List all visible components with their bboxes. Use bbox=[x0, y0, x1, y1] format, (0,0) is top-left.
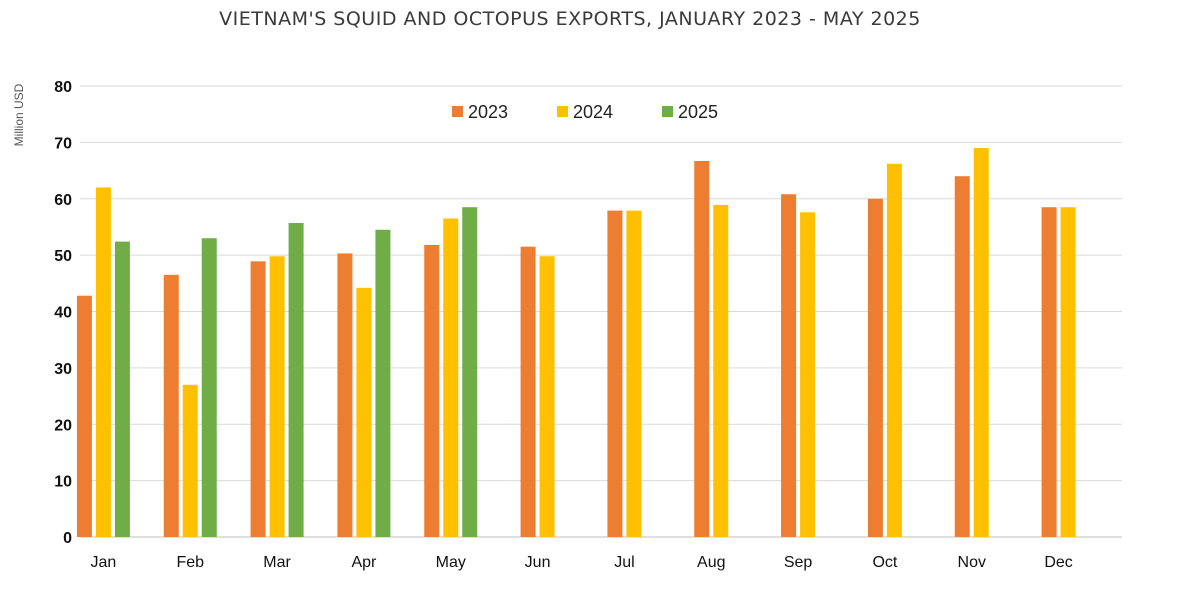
bar-jan-2023 bbox=[76, 295, 92, 537]
x-tick-label: Jul bbox=[614, 554, 634, 571]
bar-jan-2025 bbox=[114, 241, 130, 537]
y-tick-label: 30 bbox=[54, 361, 72, 378]
y-tick-label: 0 bbox=[63, 530, 72, 547]
bar-feb-2025 bbox=[201, 238, 217, 537]
y-tick-label: 60 bbox=[54, 192, 72, 209]
y-tick-label: 10 bbox=[54, 474, 72, 491]
y-tick-label: 50 bbox=[54, 248, 72, 265]
bar-oct-2024 bbox=[886, 163, 902, 538]
legend-label-2024: 2024 bbox=[573, 102, 613, 122]
x-tick-label: Apr bbox=[351, 554, 377, 571]
bar-jan-2024 bbox=[95, 187, 111, 537]
legend-swatch-2025 bbox=[662, 106, 673, 117]
x-tick-label: Nov bbox=[958, 554, 986, 571]
bar-jul-2023 bbox=[607, 210, 623, 537]
bar-aug-2023 bbox=[694, 160, 710, 537]
legend-swatch-2023 bbox=[452, 106, 463, 117]
legend-label-2025: 2025 bbox=[678, 102, 718, 122]
bar-mar-2023 bbox=[250, 261, 266, 537]
bar-apr-2023 bbox=[337, 253, 353, 537]
legend-swatch-2024 bbox=[557, 106, 568, 117]
bar-oct-2023 bbox=[867, 198, 883, 537]
bar-jun-2024 bbox=[539, 256, 555, 537]
y-axis-ticks: 0 10 20 30 40 50 60 70 80 bbox=[54, 79, 72, 547]
y-tick-label: 70 bbox=[54, 135, 72, 152]
chart-title: VIETNAM'S SQUID AND OCTOPUS EXPORTS, JAN… bbox=[219, 8, 921, 30]
x-axis-ticks: Jan Feb Mar Apr May Jun Jul Aug Sep Oct Nov Dec bbox=[91, 554, 1073, 571]
bar-jun-2023 bbox=[520, 246, 536, 537]
bar-feb-2024 bbox=[182, 384, 198, 537]
bar-nov-2024 bbox=[973, 148, 989, 537]
y-tick-label: 40 bbox=[54, 305, 72, 322]
bar-sep-2024 bbox=[800, 212, 816, 537]
bar-aug-2024 bbox=[713, 204, 729, 538]
x-tick-label: Sep bbox=[784, 554, 813, 571]
x-tick-label: Dec bbox=[1044, 554, 1072, 571]
bar-feb-2023 bbox=[163, 274, 179, 537]
legend-label-2023: 2023 bbox=[468, 102, 508, 122]
x-tick-label: Feb bbox=[176, 554, 204, 571]
bar-mar-2024 bbox=[269, 256, 285, 537]
bar-apr-2024 bbox=[356, 287, 372, 537]
bar-mar-2025 bbox=[288, 222, 304, 537]
y-tick-label: 80 bbox=[54, 79, 72, 96]
x-tick-label: Aug bbox=[697, 554, 725, 571]
x-tick-label: Oct bbox=[872, 554, 897, 571]
bar-jul-2024 bbox=[626, 210, 642, 537]
bar-dec-2024 bbox=[1060, 207, 1076, 538]
x-tick-label: Jan bbox=[91, 554, 117, 571]
bars bbox=[76, 148, 1076, 538]
bar-dec-2023 bbox=[1041, 207, 1057, 538]
y-tick-label: 20 bbox=[54, 417, 72, 434]
bar-may-2023 bbox=[424, 244, 440, 538]
gridlines bbox=[80, 85, 1122, 538]
bar-apr-2025 bbox=[375, 229, 391, 537]
bar-sep-2023 bbox=[781, 194, 797, 538]
x-tick-label: Jun bbox=[525, 554, 551, 571]
bar-may-2025 bbox=[462, 207, 478, 538]
x-tick-label: May bbox=[436, 554, 466, 571]
x-tick-label: Mar bbox=[263, 554, 291, 571]
legend: 2023 2024 2025 bbox=[452, 102, 718, 122]
bar-nov-2023 bbox=[954, 176, 970, 537]
bar-may-2024 bbox=[443, 218, 459, 537]
